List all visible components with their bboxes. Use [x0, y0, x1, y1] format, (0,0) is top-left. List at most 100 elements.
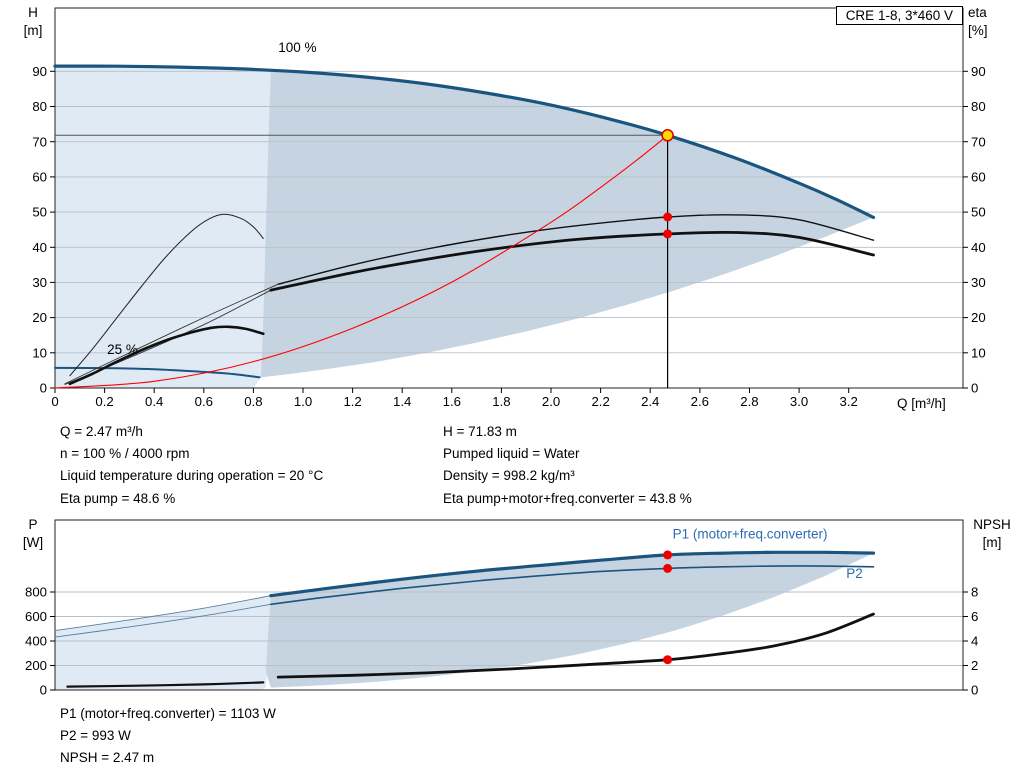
tick-label: 6 — [971, 609, 978, 624]
marker-duty-point — [661, 129, 674, 142]
curve-label: P1 (motor+freq.converter) — [673, 527, 828, 542]
marker-p2-point — [663, 563, 673, 573]
tick-label: 20 — [32, 310, 47, 325]
curve-label: 100 % — [278, 40, 316, 55]
liquid-temp-info: Liquid temperature during operation = 20… — [60, 468, 324, 484]
tick-label: 2.4 — [641, 394, 659, 409]
area-envelope-dark — [260, 70, 874, 378]
tick-label: 50 — [971, 205, 986, 220]
series-npsh-left — [66, 681, 265, 688]
series-head-100pct — [53, 64, 876, 219]
tick-label: 600 — [25, 609, 47, 624]
tick-label: 70 — [971, 134, 986, 149]
tick-label: 90 — [971, 64, 986, 79]
tick-label: 0 — [40, 683, 47, 698]
tick-label: 0.4 — [145, 394, 163, 409]
pumped-liquid-info: Pumped liquid = Water — [443, 446, 580, 462]
tick-label: 1.4 — [393, 394, 411, 409]
power-axis-unit: P [W] — [12, 516, 54, 552]
duty-summary-right: H = 71.83 m Pumped liquid = Water Densit… — [443, 421, 692, 510]
tick-label: 1.2 — [343, 394, 361, 409]
npsh-info: NPSH = 2.47 m — [60, 750, 155, 766]
curve-label: 25 % — [107, 342, 138, 357]
tick-label: 0 — [971, 683, 978, 698]
pump-title-label: CRE 1-8, 3*460 V — [845, 8, 953, 23]
npsh-axis-measure: [m] — [982, 535, 1002, 550]
series-head-25pct — [54, 366, 261, 379]
power-axis-measure: [W] — [22, 535, 44, 550]
tick-label: 2.8 — [740, 394, 758, 409]
power-axis-symbol: P — [28, 517, 38, 532]
curve-label: P2 — [846, 566, 863, 581]
tick-label: 1.0 — [294, 394, 312, 409]
tick-label: 10 — [971, 345, 986, 360]
p2-info: P2 = 993 W — [60, 728, 131, 744]
tick-label: 0 — [51, 394, 58, 409]
tick-label: 2 — [971, 658, 978, 673]
tick-label: 10 — [32, 345, 47, 360]
eta-axis-symbol: eta — [968, 5, 987, 20]
tick-label: 20 — [971, 310, 986, 325]
tick-label: 3.0 — [790, 394, 808, 409]
marker-p1-point — [663, 550, 673, 560]
duty-summary-left: Q = 2.47 m³/h n = 100 % / 4000 rpm Liqui… — [60, 421, 323, 510]
series-p2 — [270, 565, 875, 606]
tick-label: 0.8 — [244, 394, 262, 409]
tick-label: 40 — [971, 240, 986, 255]
series-system-curve — [54, 134, 669, 389]
area-envelope-light — [55, 66, 271, 388]
duty-speed-info: n = 100 % / 4000 rpm — [60, 446, 190, 462]
npsh-axis-symbol: NPSH — [973, 517, 1011, 532]
tick-label: 0 — [971, 381, 978, 396]
tick-label: 80 — [32, 99, 47, 114]
tick-label: 2.0 — [542, 394, 560, 409]
tick-label: 60 — [32, 169, 47, 184]
head-axis-symbol: H — [28, 5, 38, 20]
tick-label: 30 — [32, 275, 47, 290]
tick-label: 2.6 — [691, 394, 709, 409]
flow-axis-unit: Q [m³/h] — [897, 396, 946, 411]
tick-label: 80 — [971, 99, 986, 114]
series-npsh — [276, 612, 875, 679]
tick-label: 800 — [25, 585, 47, 600]
p1-info: P1 (motor+freq.converter) = 1103 W — [60, 706, 276, 721]
tick-label: 3.2 — [839, 394, 857, 409]
tick-label: 8 — [971, 585, 978, 600]
eta-pump-info: Eta pump = 48.6 % — [60, 490, 176, 506]
tick-label: 1.6 — [443, 394, 461, 409]
tick-label: 0.6 — [195, 394, 213, 409]
series-eta-pump — [277, 214, 875, 285]
eta-axis-unit: eta [%] — [968, 4, 1018, 40]
plot-frame — [54, 519, 964, 691]
tick-label: 400 — [25, 634, 47, 649]
eta-total-info: Eta pump+motor+freq.converter = 43.8 % — [443, 490, 692, 506]
tick-label: 30 — [971, 275, 986, 290]
series-eta-pump-left — [64, 283, 279, 385]
tick-label: 0.2 — [95, 394, 113, 409]
tick-label: 1.8 — [492, 394, 510, 409]
area-envelope-dark — [265, 552, 874, 688]
series-p1 — [269, 550, 876, 598]
tick-label: 90 — [32, 64, 47, 79]
area-envelope-light — [55, 595, 271, 690]
tick-label: 200 — [25, 658, 47, 673]
series-eta-pump-25pct — [69, 213, 264, 377]
pump-title-box: CRE 1-8, 3*460 V — [835, 6, 963, 25]
density-info: Density = 998.2 kg/m³ — [443, 468, 575, 484]
tick-label: 2.2 — [591, 394, 609, 409]
tick-label: 70 — [32, 134, 47, 149]
duty-flow-info: Q = 2.47 m³/h — [60, 424, 143, 439]
series-p1-left — [54, 595, 272, 632]
marker-eta-pump-point — [663, 212, 673, 222]
head-axis-unit: H [m] — [12, 4, 54, 40]
eta-axis-measure: [%] — [968, 23, 988, 38]
series-p2-left — [54, 603, 272, 638]
power-summary: P1 (motor+freq.converter) = 1103 W P2 = … — [60, 703, 276, 770]
tick-label: 50 — [32, 205, 47, 220]
duty-head-info: H = 71.83 m — [443, 424, 517, 439]
series-eta-total — [269, 230, 875, 292]
head-axis-measure: [m] — [23, 23, 43, 38]
tick-label: 40 — [32, 240, 47, 255]
